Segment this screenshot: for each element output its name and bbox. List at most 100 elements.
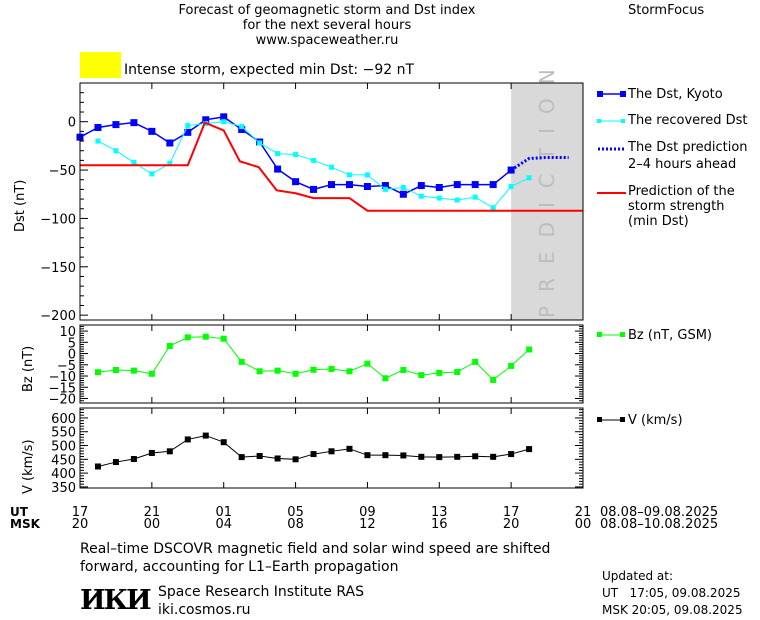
institute-site-link[interactable]: iki.cosmos.ru: [158, 602, 251, 618]
recovered-dst-point: [508, 184, 514, 190]
ut-tick-label: 21: [575, 505, 592, 520]
v-axis-label: V (km/s): [21, 439, 36, 494]
dst-kyoto-point: [130, 119, 138, 127]
ut-tick-label: 17: [503, 505, 520, 520]
dst-kyoto-point: [238, 125, 246, 133]
bz-point: [400, 366, 407, 373]
recovered-dst-point: [490, 205, 496, 211]
v-panel-frame: [79, 407, 584, 489]
legend-recovered-dst: The recovered Dst: [597, 113, 747, 128]
legend-recovered-dst-label: The recovered Dst: [627, 113, 747, 128]
recovered-dst-point: [95, 138, 101, 144]
dst-kyoto-point: [112, 121, 120, 129]
dst-kyoto-point: [148, 127, 156, 135]
ut-tick-label: 01: [215, 505, 232, 520]
dst-kyoto-point: [94, 123, 102, 131]
legend-v: V (km/s): [597, 413, 683, 428]
solar-wind-speed-point: [328, 448, 335, 455]
recovered-dst-point: [131, 159, 137, 165]
legend-bz: Bz (nT, GSM): [597, 328, 712, 343]
dst-kyoto-point: [453, 181, 461, 189]
y-tick-label: 350: [51, 481, 76, 496]
bz-point: [490, 376, 497, 383]
ut-date-range: 08.08–09.08.2025: [600, 505, 718, 520]
msk-tick-label: 04: [215, 517, 232, 532]
dst-kyoto-point: [166, 139, 174, 147]
legend-storm-strength: Prediction of the storm strength (min Ds…: [597, 184, 735, 229]
y-tick-label: 550: [51, 426, 76, 441]
prediction-region: [511, 83, 583, 320]
solar-wind-speed-point: [238, 454, 245, 461]
updated-ut: UT 17:05, 09.08.2025: [602, 586, 741, 600]
bz-point: [166, 342, 173, 349]
msk-tick-label: 20: [72, 517, 89, 532]
recovered-dst-point: [167, 160, 173, 166]
bz-point: [346, 368, 353, 375]
legend: The Dst, Kyoto The recovered Dst The Dst…: [597, 87, 748, 428]
title-url: www.spaceweather.ru: [255, 33, 399, 48]
y-tick-label: 500: [51, 440, 76, 455]
y-tick-label: 600: [51, 412, 76, 427]
legend-storm-strength-label-1: Prediction of the: [628, 184, 735, 199]
update-info: Updated at: UT 17:05, 09.08.2025 MSK 20:…: [602, 568, 743, 619]
dst-panel-frame: [79, 82, 584, 321]
solar-wind-speed-point: [202, 432, 209, 439]
solar-wind-speed-point: [526, 446, 533, 453]
y-tick-label: 0: [68, 116, 76, 131]
dst-kyoto-point: [399, 190, 407, 198]
solar-wind-speed-point: [400, 452, 407, 459]
msk-row-label: MSK: [10, 517, 41, 531]
dst-kyoto-point: [471, 181, 479, 189]
legend-bz-label: Bz (nT, GSM): [628, 328, 712, 343]
solar-wind-speed-point: [148, 449, 155, 456]
solar-wind-speed-point: [310, 451, 317, 458]
solar-wind-speed-point: [256, 453, 263, 459]
bz-point: [436, 369, 443, 376]
dst-kyoto-point: [381, 182, 389, 190]
dst-kyoto-point: [328, 181, 335, 189]
recovered-dst-point: [436, 195, 442, 201]
recovered-dst-point: [113, 148, 119, 154]
note-line-2: forward, accounting for L1–Earth propaga…: [80, 559, 399, 575]
bz-point: [472, 358, 479, 365]
bz-line: [97, 336, 530, 381]
recovered-dst-point: [382, 186, 388, 192]
bz-point: [220, 335, 227, 342]
y-tick-label: 5: [68, 336, 76, 351]
bz-point: [382, 375, 389, 382]
updated-label: Updated at:: [602, 569, 673, 583]
solar-wind-speed-point: [436, 454, 443, 461]
solar-wind-speed-point: [508, 451, 515, 458]
dst-kyoto-point: [310, 185, 318, 193]
dst-kyoto-point: [363, 183, 371, 191]
recovered-dst-point: [257, 140, 263, 146]
y-tick-label: 10: [59, 325, 76, 340]
recovered-dst-point: [454, 197, 460, 203]
legend-storm-strength-label-3: (min Dst): [628, 214, 689, 229]
msk-tick-label: 08: [287, 517, 304, 532]
dst-kyoto-point: [184, 128, 192, 136]
recovered-dst-point: [346, 172, 352, 178]
bz-point: [202, 333, 209, 340]
legend-dst-kyoto-label: The Dst, Kyoto: [627, 87, 723, 102]
recovered-dst-point: [418, 193, 424, 199]
solar-wind-speed-point: [364, 452, 371, 459]
solar-wind-speed-point: [130, 456, 137, 463]
chart-title: Forecast of geomagnetic storm and Dst in…: [0, 3, 654, 48]
msk-tick-label: 00: [575, 517, 592, 532]
bz-point: [454, 368, 461, 375]
y-tick-label: −100: [40, 212, 76, 227]
dst-kyoto-point: [345, 181, 353, 189]
msk-tick-label: 16: [431, 517, 448, 532]
y-tick-label: −50: [49, 164, 76, 179]
legend-dst-prediction: The Dst prediction 2–4 hours ahead: [598, 140, 748, 172]
bz-point: [94, 369, 101, 376]
ut-row-label: UT: [10, 505, 29, 519]
y-tick-label: −200: [40, 309, 76, 324]
y-tick-label: 0: [68, 348, 76, 363]
dst-kyoto-point: [202, 116, 210, 124]
bz-point: [508, 362, 515, 369]
legend-dst-prediction-label-1: The Dst prediction: [627, 140, 748, 155]
storm-alert-text: Intense storm, expected min Dst: −92 nT: [124, 62, 415, 78]
prediction-label: PREDICTION: [535, 55, 559, 318]
